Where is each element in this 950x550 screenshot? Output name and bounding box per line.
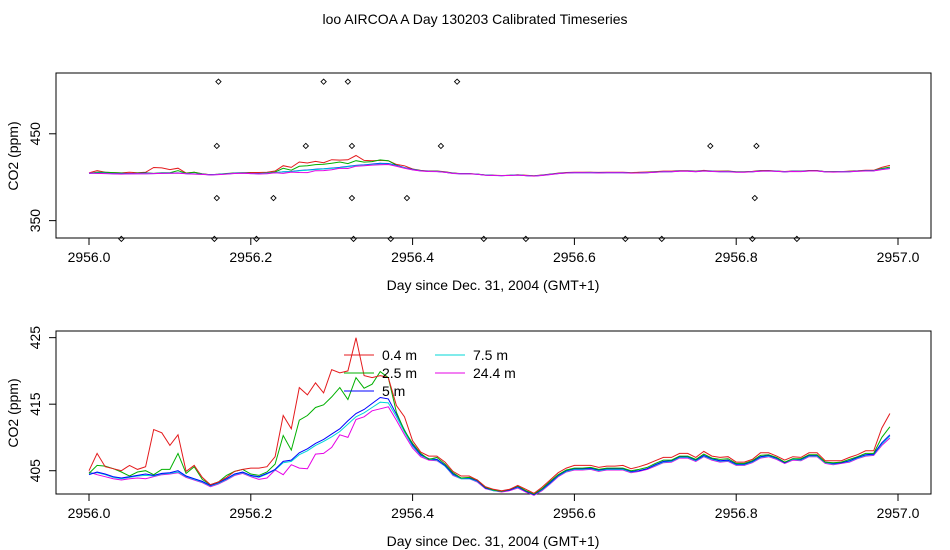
legend-label: 2.5 m (382, 365, 417, 381)
raw-point (118, 235, 125, 243)
raw-points (118, 78, 801, 243)
figure-title: loo AIRCOA A Day 130203 Calibrated Times… (322, 11, 628, 27)
series-line (88, 406, 891, 496)
x-axis-label: Day since Dec. 31, 2004 (GMT+1) (387, 277, 600, 293)
raw-point (213, 194, 221, 202)
series-line (88, 337, 891, 494)
x-tick-label: 2956.6 (553, 249, 596, 265)
raw-point (253, 235, 260, 243)
raw-point (753, 142, 760, 150)
series-lines (88, 154, 891, 177)
y-axis-label: CO2 (ppm) (5, 121, 21, 190)
x-tick-label: 2956.2 (229, 249, 272, 265)
legend-label: 7.5 m (473, 347, 508, 363)
series-line (88, 159, 890, 177)
x-axis: 2956.0 2956.2 2956.4 2956.6 2956.8 2957.0 (68, 494, 920, 521)
raw-point (453, 78, 461, 85)
raw-point (387, 235, 394, 243)
x-tick-label: 2957.0 (877, 249, 920, 265)
x-axis: 2956.0 2956.2 2956.4 2956.6 2956.8 2957.0 (68, 238, 920, 265)
y-tick-label: 350 (27, 209, 43, 233)
raw-point (270, 194, 277, 202)
y-tick-label: 405 (27, 459, 43, 483)
series-line (88, 370, 891, 495)
y-axis: 405 415 425 (27, 326, 56, 483)
x-tick-label: 2956.8 (715, 505, 758, 521)
raw-point (403, 194, 411, 202)
raw-point (350, 235, 357, 243)
y-tick-label: 425 (27, 326, 43, 350)
raw-point (437, 142, 445, 150)
x-tick-label: 2956.4 (391, 249, 434, 265)
raw-point (749, 235, 756, 243)
y-tick-label: 450 (27, 122, 43, 146)
raw-point (658, 235, 666, 243)
raw-point (213, 142, 221, 150)
series-lines (88, 337, 891, 496)
plot-frame (55, 72, 932, 239)
series-line (88, 163, 890, 177)
legend-label: 24.4 m (473, 365, 516, 381)
raw-point (622, 235, 629, 243)
y-tick-label: 415 (27, 392, 43, 416)
series-line (88, 154, 891, 177)
legend-label: 0.4 m (382, 347, 417, 363)
x-tick-label: 2956.4 (391, 505, 434, 521)
raw-point (480, 235, 488, 243)
raw-point (348, 194, 356, 202)
y-axis: 350 450 (27, 122, 56, 232)
raw-point (320, 78, 327, 85)
raw-point (211, 235, 218, 243)
series-line (88, 401, 891, 496)
raw-point (707, 142, 714, 150)
legend: 0.4 m 2.5 m 5 m 7.5 m 24.4 m (344, 347, 516, 399)
plot-frame (55, 330, 932, 495)
raw-point (302, 142, 310, 150)
series-line (88, 396, 891, 496)
x-axis-label: Day since Dec. 31, 2004 (GMT+1) (387, 533, 600, 549)
y-axis-label: CO2 (ppm) (5, 378, 21, 447)
raw-timeseries-panel: 2956.0 2956.2 2956.4 2956.6 2956.8 2957.0 350… (5, 72, 932, 293)
raw-point (215, 78, 222, 85)
calibrated-timeseries-panel: 2956.0 2956.2 2956.4 2956.6 2956.8 2957.0 405… (5, 326, 932, 549)
x-tick-label: 2956.6 (553, 505, 596, 521)
raw-point (522, 235, 530, 243)
legend-label: 5 m (382, 383, 405, 399)
x-tick-label: 2956.0 (68, 249, 111, 265)
raw-point (344, 78, 352, 85)
raw-point (751, 194, 759, 202)
raw-point (348, 142, 356, 150)
x-tick-label: 2956.8 (715, 249, 758, 265)
x-tick-label: 2957.0 (877, 505, 920, 521)
x-tick-label: 2956.0 (68, 505, 111, 521)
raw-point (793, 235, 801, 243)
x-tick-label: 2956.2 (229, 505, 272, 521)
